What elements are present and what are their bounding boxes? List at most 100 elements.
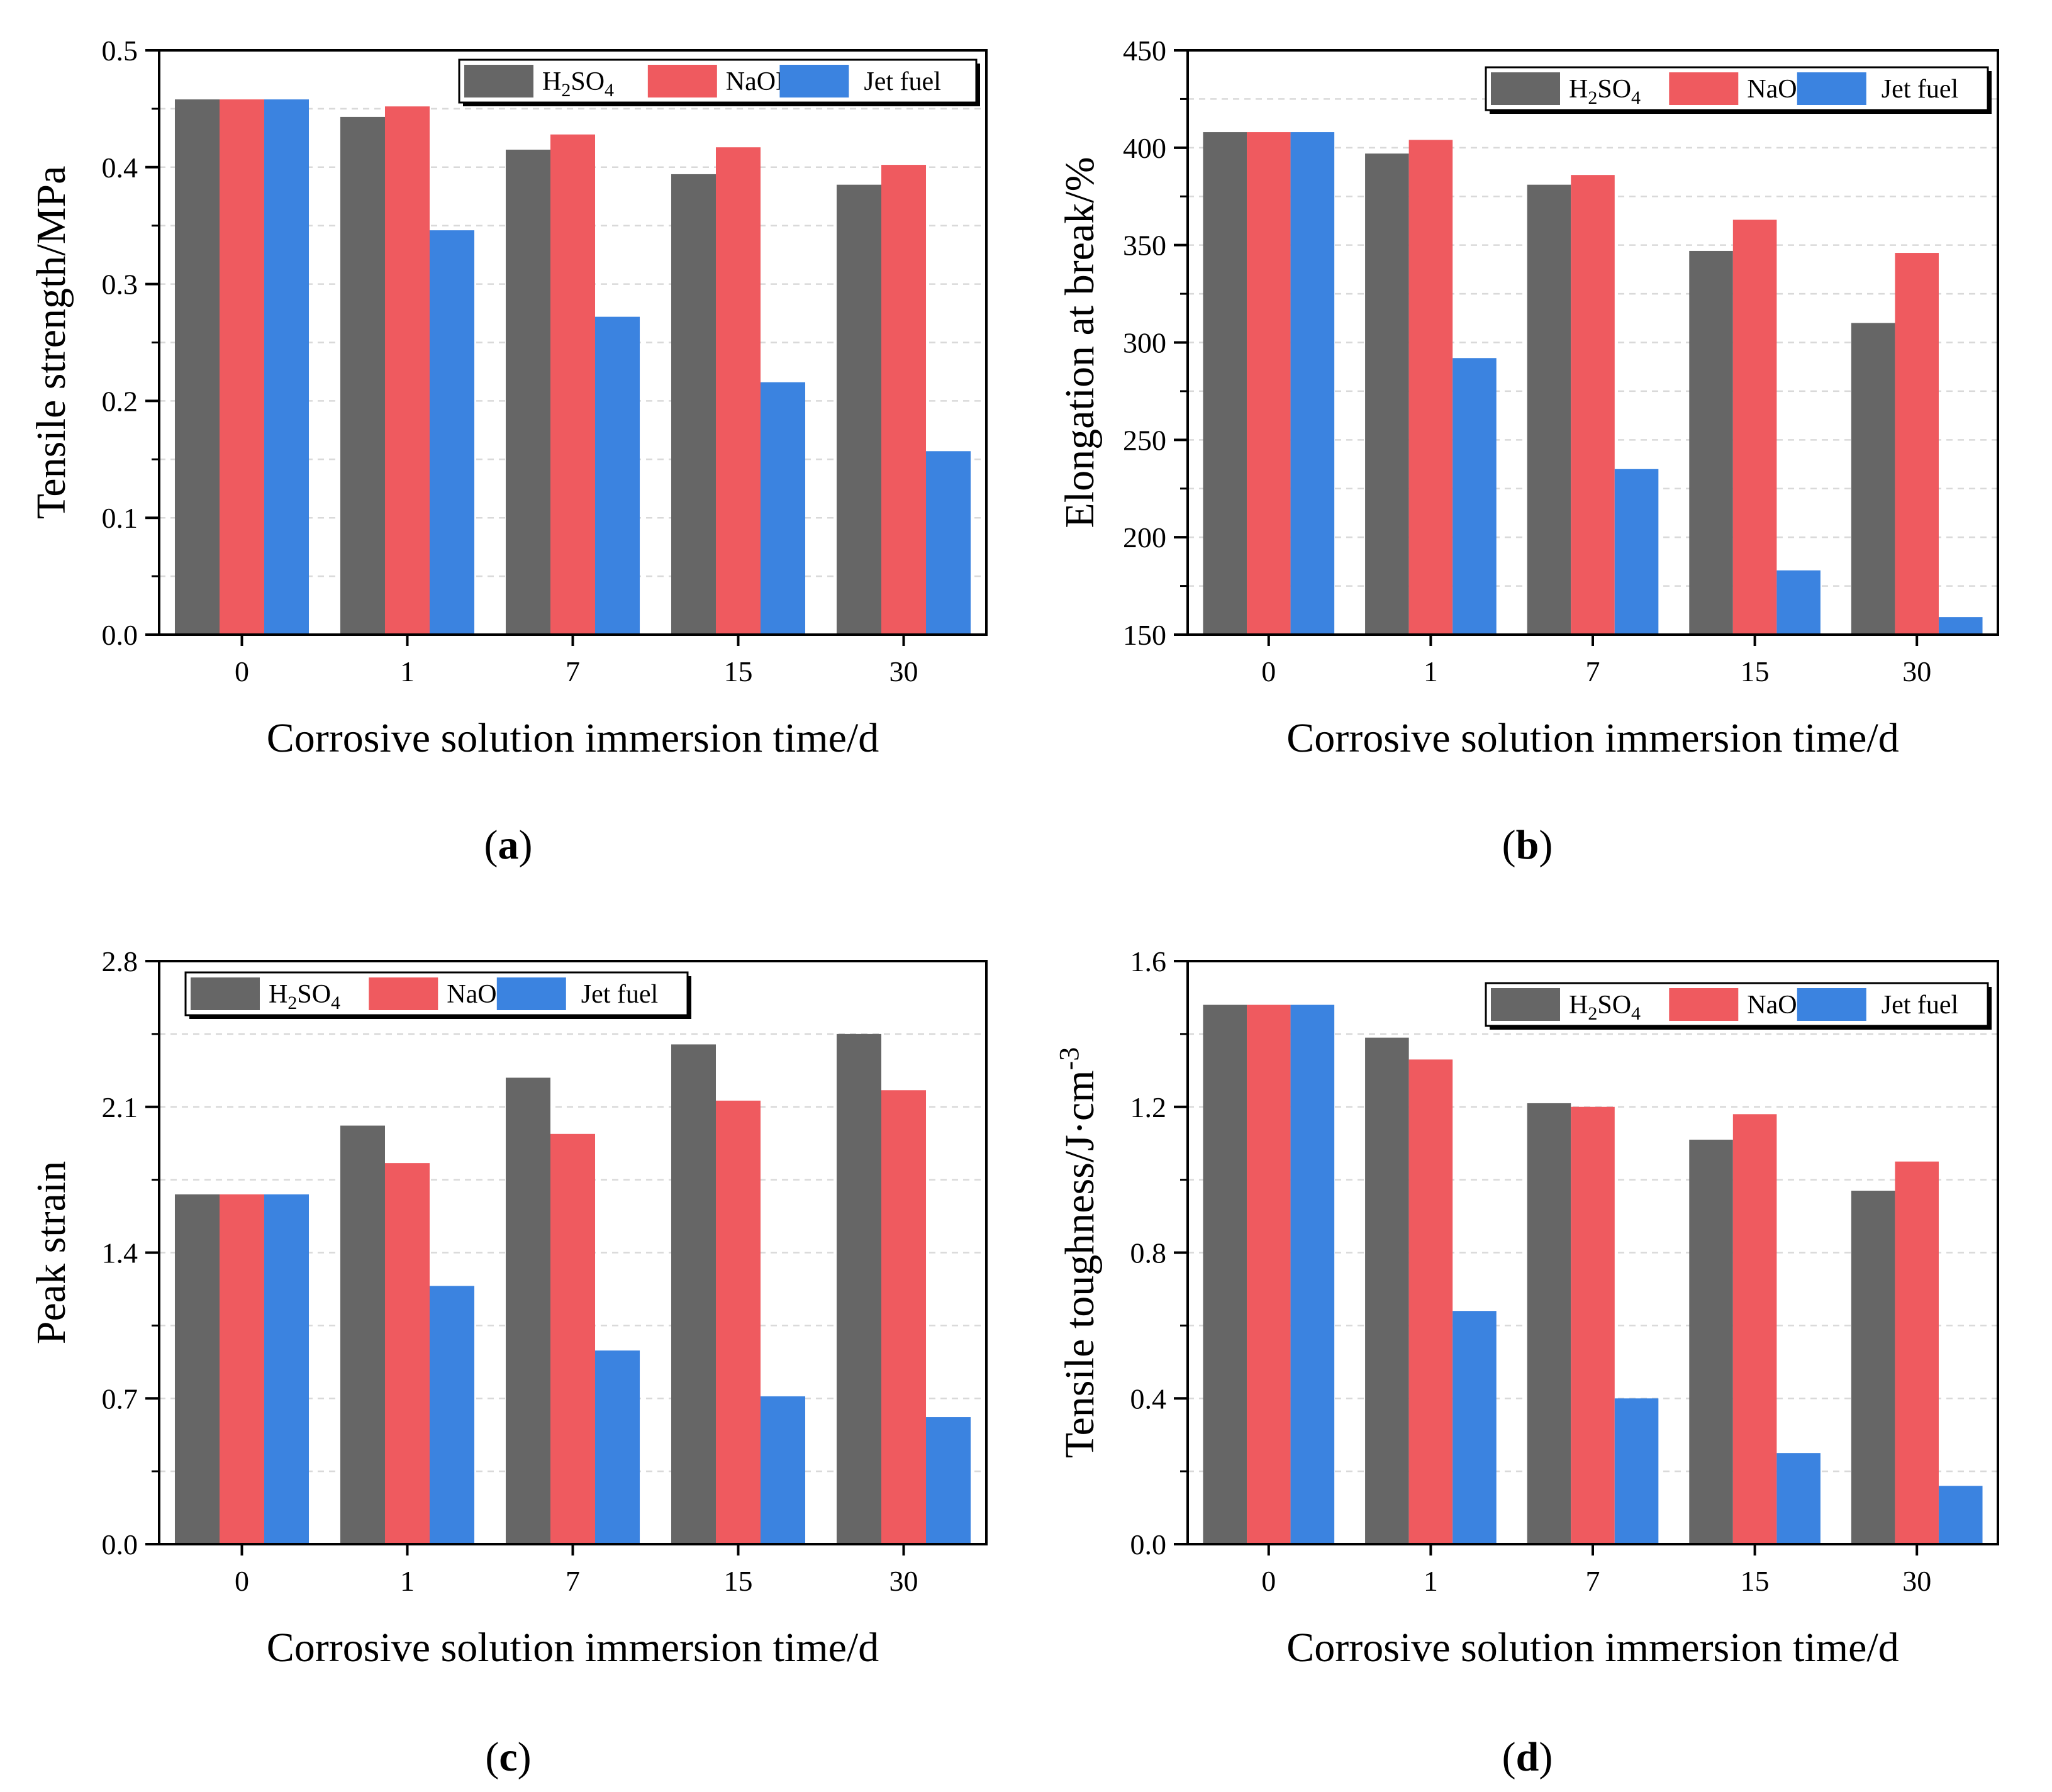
bar-naoh-0: [1247, 132, 1291, 635]
legend-box: [458, 58, 978, 104]
y-tick-label: 1.6: [1130, 945, 1167, 977]
panel-caption: (a): [484, 822, 533, 868]
x-tick-label: 7: [1586, 1565, 1600, 1597]
bar-naoh-15: [715, 1100, 761, 1544]
y-axis-title: Peak strain: [28, 1161, 74, 1344]
x-tick-label: 7: [566, 655, 580, 687]
bar-h2so4-1: [1365, 1037, 1409, 1544]
x-tick-label: 0: [235, 655, 249, 687]
bar-h2so4-15: [1689, 250, 1733, 635]
bar-jet-fuel-1: [430, 1286, 475, 1544]
legend-label-jet-fuel: Jet fuel: [1882, 991, 1958, 1020]
bar-h2so4-15: [1689, 1139, 1733, 1544]
bar-naoh-1: [1408, 1059, 1453, 1544]
panel-caption: (c): [485, 1734, 531, 1780]
x-tick-label: 15: [724, 1565, 753, 1597]
legend-label-jet-fuel: Jet fuel: [581, 980, 658, 1009]
y-tick-label: 0.0: [102, 1528, 138, 1561]
bar-jet-fuel-1: [1453, 358, 1497, 635]
legend-swatch-jet-fuel: [496, 977, 566, 1010]
legend-label-jet-fuel: Jet fuel: [1882, 75, 1958, 104]
y-axis-title: Tensile toughness/J·cm-3: [1054, 1047, 1103, 1458]
bar-naoh-1: [384, 1163, 430, 1544]
plot-frame: [158, 49, 988, 636]
bar-jet-fuel-0: [264, 99, 309, 635]
panel-caption: (b): [1502, 822, 1553, 868]
x-tick-label: 30: [1902, 655, 1931, 687]
x-tick-label: 15: [1741, 1565, 1770, 1597]
bar-jet-fuel-15: [761, 382, 806, 635]
legend: H2SO4 NaOH Jet fuel: [1485, 66, 1992, 114]
x-tick-label: 30: [889, 655, 918, 687]
x-tick-label: 15: [1741, 655, 1770, 687]
bar-naoh-15: [1732, 220, 1777, 635]
x-tick-label: 1: [1424, 655, 1438, 687]
legend-swatch-naoh: [1669, 72, 1739, 105]
bar-h2so4-1: [1365, 153, 1409, 635]
x-tick-label: 0: [1261, 1565, 1276, 1597]
legend-label-h2so4: H2SO4: [542, 67, 614, 101]
bar-jet-fuel-1: [1453, 1311, 1497, 1544]
x-tick-label: 1: [400, 655, 415, 687]
bar-naoh-7: [1571, 1106, 1615, 1544]
y-tick-label: 300: [1123, 327, 1166, 359]
bar-jet-fuel-7: [595, 1350, 640, 1544]
bar-naoh-15: [715, 147, 761, 635]
bar-jet-fuel-30: [1938, 1486, 1983, 1544]
bar-jet-fuel-15: [1776, 570, 1821, 635]
x-tick-label: 0: [1261, 655, 1276, 687]
x-tick-label: 7: [1586, 655, 1600, 687]
y-tick-label: 150: [1123, 619, 1166, 651]
y-tick-label: 1.2: [1130, 1091, 1167, 1123]
x-tick-label: 30: [889, 1565, 918, 1597]
x-axis-title: Corrosive solution immersion time/d: [1286, 715, 1899, 761]
bar-h2so4-15: [671, 1044, 716, 1544]
legend-swatch-h2so4: [464, 65, 533, 97]
legend-swatch-naoh: [1669, 988, 1739, 1021]
bar-naoh-15: [1732, 1114, 1777, 1544]
y-tick-label: 0.8: [1130, 1237, 1167, 1269]
x-tick-label: 0: [235, 1565, 249, 1597]
bar-h2so4-15: [671, 174, 716, 635]
legend-swatch-h2so4: [191, 977, 260, 1010]
y-tick-label: 350: [1123, 230, 1166, 262]
x-axis-title: Corrosive solution immersion time/d: [1286, 1625, 1899, 1671]
bar-h2so4-1: [340, 116, 385, 635]
bar-naoh-1: [1408, 140, 1453, 635]
x-axis-title: Corrosive solution immersion time/d: [267, 1625, 879, 1671]
bar-h2so4-7: [505, 1077, 550, 1544]
bar-h2so4-7: [1527, 184, 1571, 635]
bar-h2so4-30: [1851, 323, 1895, 635]
legend-label-jet-fuel: Jet fuel: [864, 67, 940, 96]
y-tick-label: 200: [1123, 521, 1166, 554]
bar-h2so4-0: [1203, 1005, 1247, 1544]
bar-jet-fuel-30: [926, 451, 971, 635]
y-tick-label: 0.4: [1130, 1383, 1167, 1415]
y-tick-label: 0.2: [102, 385, 138, 417]
plot-frame: [1186, 960, 1999, 1545]
legend: H2SO4 NaOH Jet fuel: [184, 971, 691, 1019]
bar-jet-fuel-0: [1290, 132, 1335, 635]
y-tick-label: 2.8: [102, 945, 138, 977]
bar-jet-fuel-30: [1938, 617, 1983, 635]
legend: H2SO4 NaOH Jet fuel: [1485, 982, 1992, 1030]
y-tick-label: 0.5: [102, 35, 138, 67]
panel-caption: (d): [1502, 1734, 1553, 1780]
bar-h2so4-30: [836, 1033, 881, 1544]
x-tick-label: 30: [1902, 1565, 1931, 1597]
bar-naoh-0: [219, 99, 265, 635]
bar-jet-fuel-15: [1776, 1453, 1821, 1544]
bar-naoh-30: [1895, 253, 1939, 635]
bar-naoh-0: [1247, 1005, 1291, 1544]
plot-frame: [158, 960, 988, 1545]
bar-jet-fuel-7: [1614, 469, 1659, 635]
bar-h2so4-0: [174, 1194, 220, 1544]
chart-c: 0.0 0.7 1.4 2.1 2.8 0 1 7 15 30 Corrosive solution…: [28, 945, 988, 1780]
legend-swatch-jet-fuel: [1797, 988, 1866, 1021]
legend-swatch-jet-fuel: [779, 65, 849, 97]
bar-h2so4-30: [836, 184, 881, 635]
bar-jet-fuel-7: [1614, 1398, 1659, 1544]
